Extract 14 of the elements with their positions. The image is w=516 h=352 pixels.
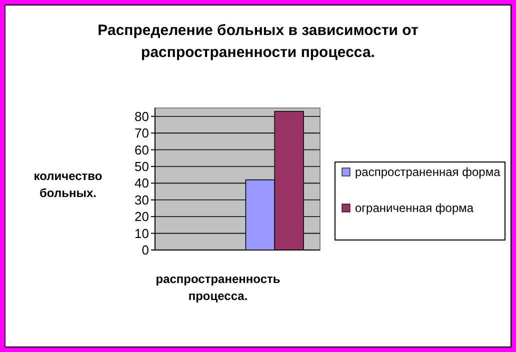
y-tick-label: 20 [134,209,149,224]
y-tick-label: 10 [134,226,149,241]
y-tick-label: 80 [134,108,149,124]
y-tick-label: 0 [142,242,149,258]
chart-title: Распределение больных в зависимости от распространенности процесса. [98,22,418,61]
x-axis-title: распространенность процесса. [156,272,280,303]
y-tick-label: 50 [134,159,149,174]
y-tick-label: 70 [134,126,149,141]
legend-label: распространенная форма [355,165,501,179]
y-tick-label: 60 [134,142,149,158]
legend-label: ограниченная форма [355,201,474,215]
y-tick-label: 30 [134,192,149,208]
y-tick-label: 40 [134,176,149,191]
y-axis-title: количество больных. [34,169,102,200]
